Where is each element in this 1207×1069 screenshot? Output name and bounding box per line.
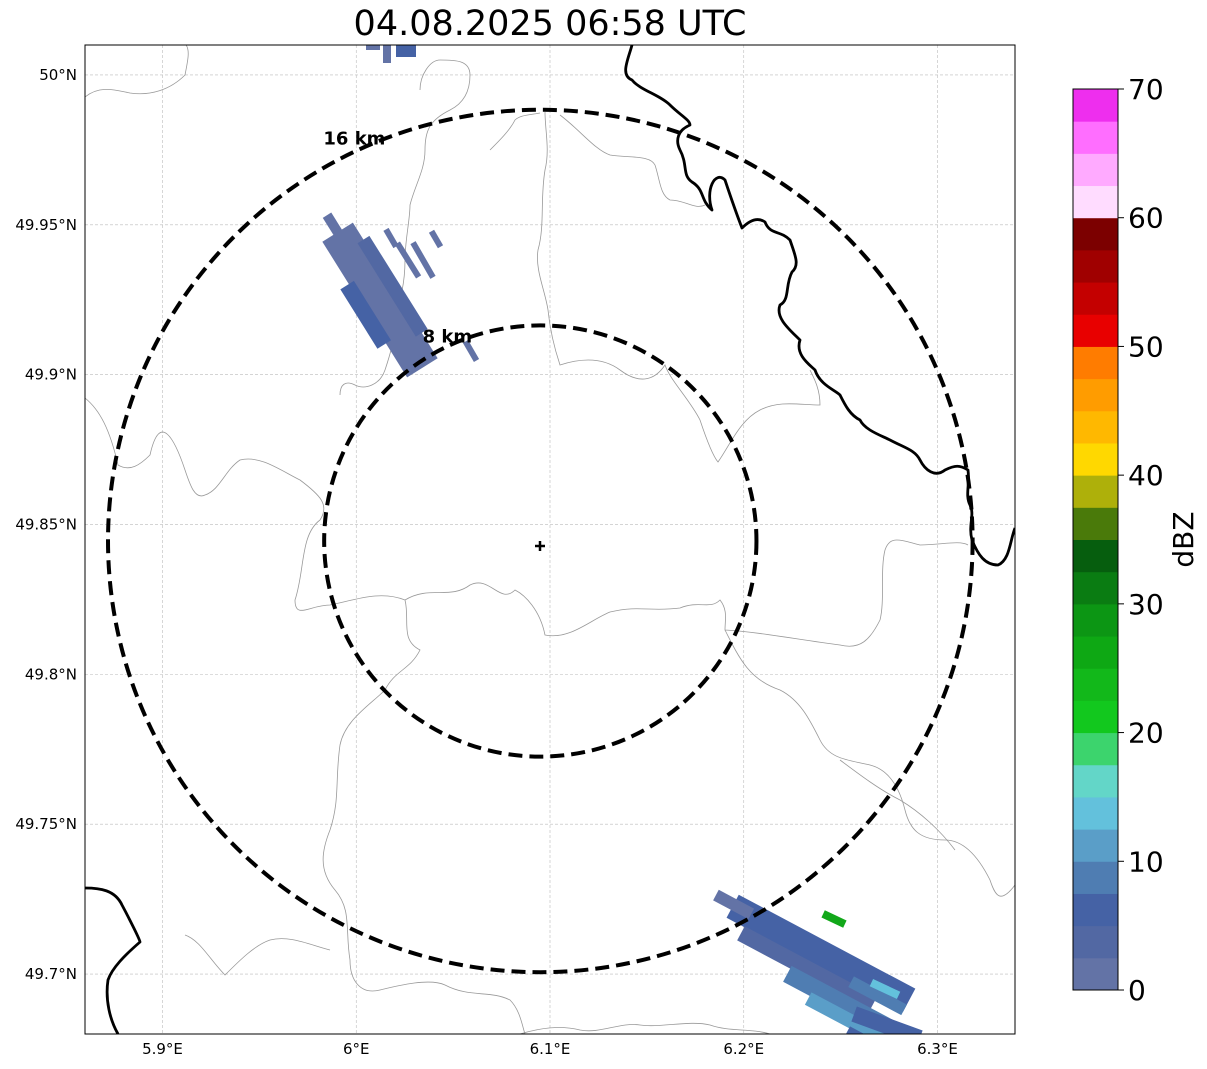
echo-cell: [737, 926, 878, 1011]
national-border-line: [624, 45, 1015, 567]
national-border-line: [85, 886, 142, 1034]
colorbar-segment: [1073, 861, 1118, 894]
colorbar-segment: [1073, 475, 1118, 508]
border-line: [404, 539, 969, 647]
echo-cell: [383, 45, 391, 63]
echo-cell: [394, 241, 422, 279]
x-tick-label: 6.1°E: [530, 1040, 571, 1058]
border-line: [724, 629, 1015, 897]
range-ring-label: 8 km: [423, 327, 473, 348]
range-ring-label: 16 km: [323, 128, 385, 149]
map-gridlines: [85, 45, 1015, 1034]
range-rings: 8 km 16 km: [106, 107, 975, 975]
colorbar-segment: [1073, 89, 1118, 122]
colorbar-segment: [1073, 507, 1118, 540]
echo-cell: [428, 229, 444, 249]
admin-borders: [85, 45, 1015, 1034]
colorbar-segment: [1073, 217, 1118, 251]
radar-echoes: [322, 45, 923, 1034]
echo-cell: [848, 976, 907, 1016]
colorbar-tick-label: 0: [1128, 974, 1146, 1007]
y-tick-label: 49.95°N: [15, 216, 77, 234]
colorbar-frame: [1072, 88, 1119, 991]
echo-cell: [726, 894, 916, 1012]
colorbar-segment: [1073, 249, 1118, 283]
colorbar-segment: [1073, 893, 1118, 927]
border-line: [184, 934, 331, 976]
y-tick-label: 49.8°N: [25, 665, 77, 683]
colorbar-tick-label: 30: [1128, 588, 1164, 621]
colorbar-segment: [1073, 603, 1118, 637]
echo-cell: [383, 227, 399, 249]
colorbar-segment: [1073, 829, 1118, 862]
echo-cell: [851, 1006, 923, 1034]
x-tick-label: 6.3°E: [917, 1040, 958, 1058]
national-border: [85, 45, 1015, 1034]
colorbar: 0 10 20 30 40 50 60 70 dBZ: [1072, 73, 1200, 1007]
y-tick-label: 49.9°N: [25, 366, 77, 384]
colorbar-segment: [1073, 925, 1118, 959]
x-tick-label: 5.9°E: [142, 1040, 183, 1058]
colorbar-tick-label: 70: [1128, 73, 1164, 106]
x-tick-label: 6°E: [343, 1040, 370, 1058]
colorbar-segment: [1073, 346, 1118, 380]
border-line: [519, 1022, 771, 1034]
colorbar-tick-label: 50: [1128, 330, 1164, 363]
colorbar-segment: [1073, 185, 1118, 219]
echo-cell: [340, 280, 392, 349]
latitude-tick-labels: 50°N 49.95°N 49.9°N 49.85°N 49.8°N 49.75°N 49.…: [15, 66, 77, 983]
echo-cell: [462, 339, 480, 363]
border-line: [489, 112, 541, 151]
colorbar-tick-label: 10: [1128, 845, 1164, 878]
echo-cell: [713, 889, 755, 920]
radar-center-marker: [535, 541, 545, 551]
colorbar-segment: [1073, 539, 1118, 573]
colorbar-tick-label: 60: [1128, 202, 1164, 235]
colorbar-segment: [1073, 957, 1118, 991]
border-line: [85, 45, 189, 98]
border-line: [537, 111, 821, 463]
colorbar-segment: [1073, 700, 1118, 734]
colorbar-segment: [1073, 668, 1118, 701]
colorbar-segment: [1073, 153, 1118, 187]
y-tick-label: 49.7°N: [25, 965, 77, 983]
colorbar-segment: [1073, 442, 1118, 476]
border-line: [559, 114, 706, 207]
map-frame: [84, 44, 1016, 1035]
echo-cell: [410, 241, 436, 279]
colorbar-segment: [1073, 378, 1118, 412]
border-line: [85, 397, 526, 1034]
colorbar-segment: [1073, 796, 1118, 830]
colorbar-label: dBZ: [1167, 511, 1200, 567]
colorbar-segment: [1073, 732, 1118, 766]
colorbar-segment: [1073, 282, 1118, 315]
echo-cell: [366, 45, 380, 50]
colorbar-segment: [1073, 636, 1118, 669]
echo-cell: [357, 235, 428, 337]
colorbar-segment: [1073, 410, 1118, 444]
echo-cell: [821, 910, 847, 928]
y-tick-label: 49.85°N: [15, 516, 77, 534]
colorbar-segment: [1073, 764, 1118, 798]
range-ring: [106, 107, 975, 975]
x-tick-label: 6.2°E: [723, 1040, 764, 1058]
y-tick-label: 49.75°N: [15, 815, 77, 833]
y-tick-label: 50°N: [39, 66, 77, 84]
colorbar-segment: [1073, 314, 1118, 347]
range-ring: [322, 323, 759, 759]
map-title: 04.08.2025 06:58 UTC: [353, 4, 747, 44]
colorbar-tick-label: 40: [1128, 459, 1164, 492]
border-line: [839, 759, 956, 851]
colorbar-tick-label: 20: [1128, 717, 1164, 750]
echo-cell: [869, 979, 901, 999]
echo-cell: [322, 212, 353, 252]
colorbar-segment: [1073, 121, 1118, 154]
longitude-tick-labels: 5.9°E 6°E 6.1°E 6.2°E 6.3°E: [142, 1040, 958, 1058]
echo-cell: [322, 222, 438, 378]
border-line: [339, 59, 471, 396]
echo-cell: [804, 992, 891, 1034]
echo-cell: [396, 45, 416, 57]
colorbar-segment: [1073, 571, 1118, 605]
